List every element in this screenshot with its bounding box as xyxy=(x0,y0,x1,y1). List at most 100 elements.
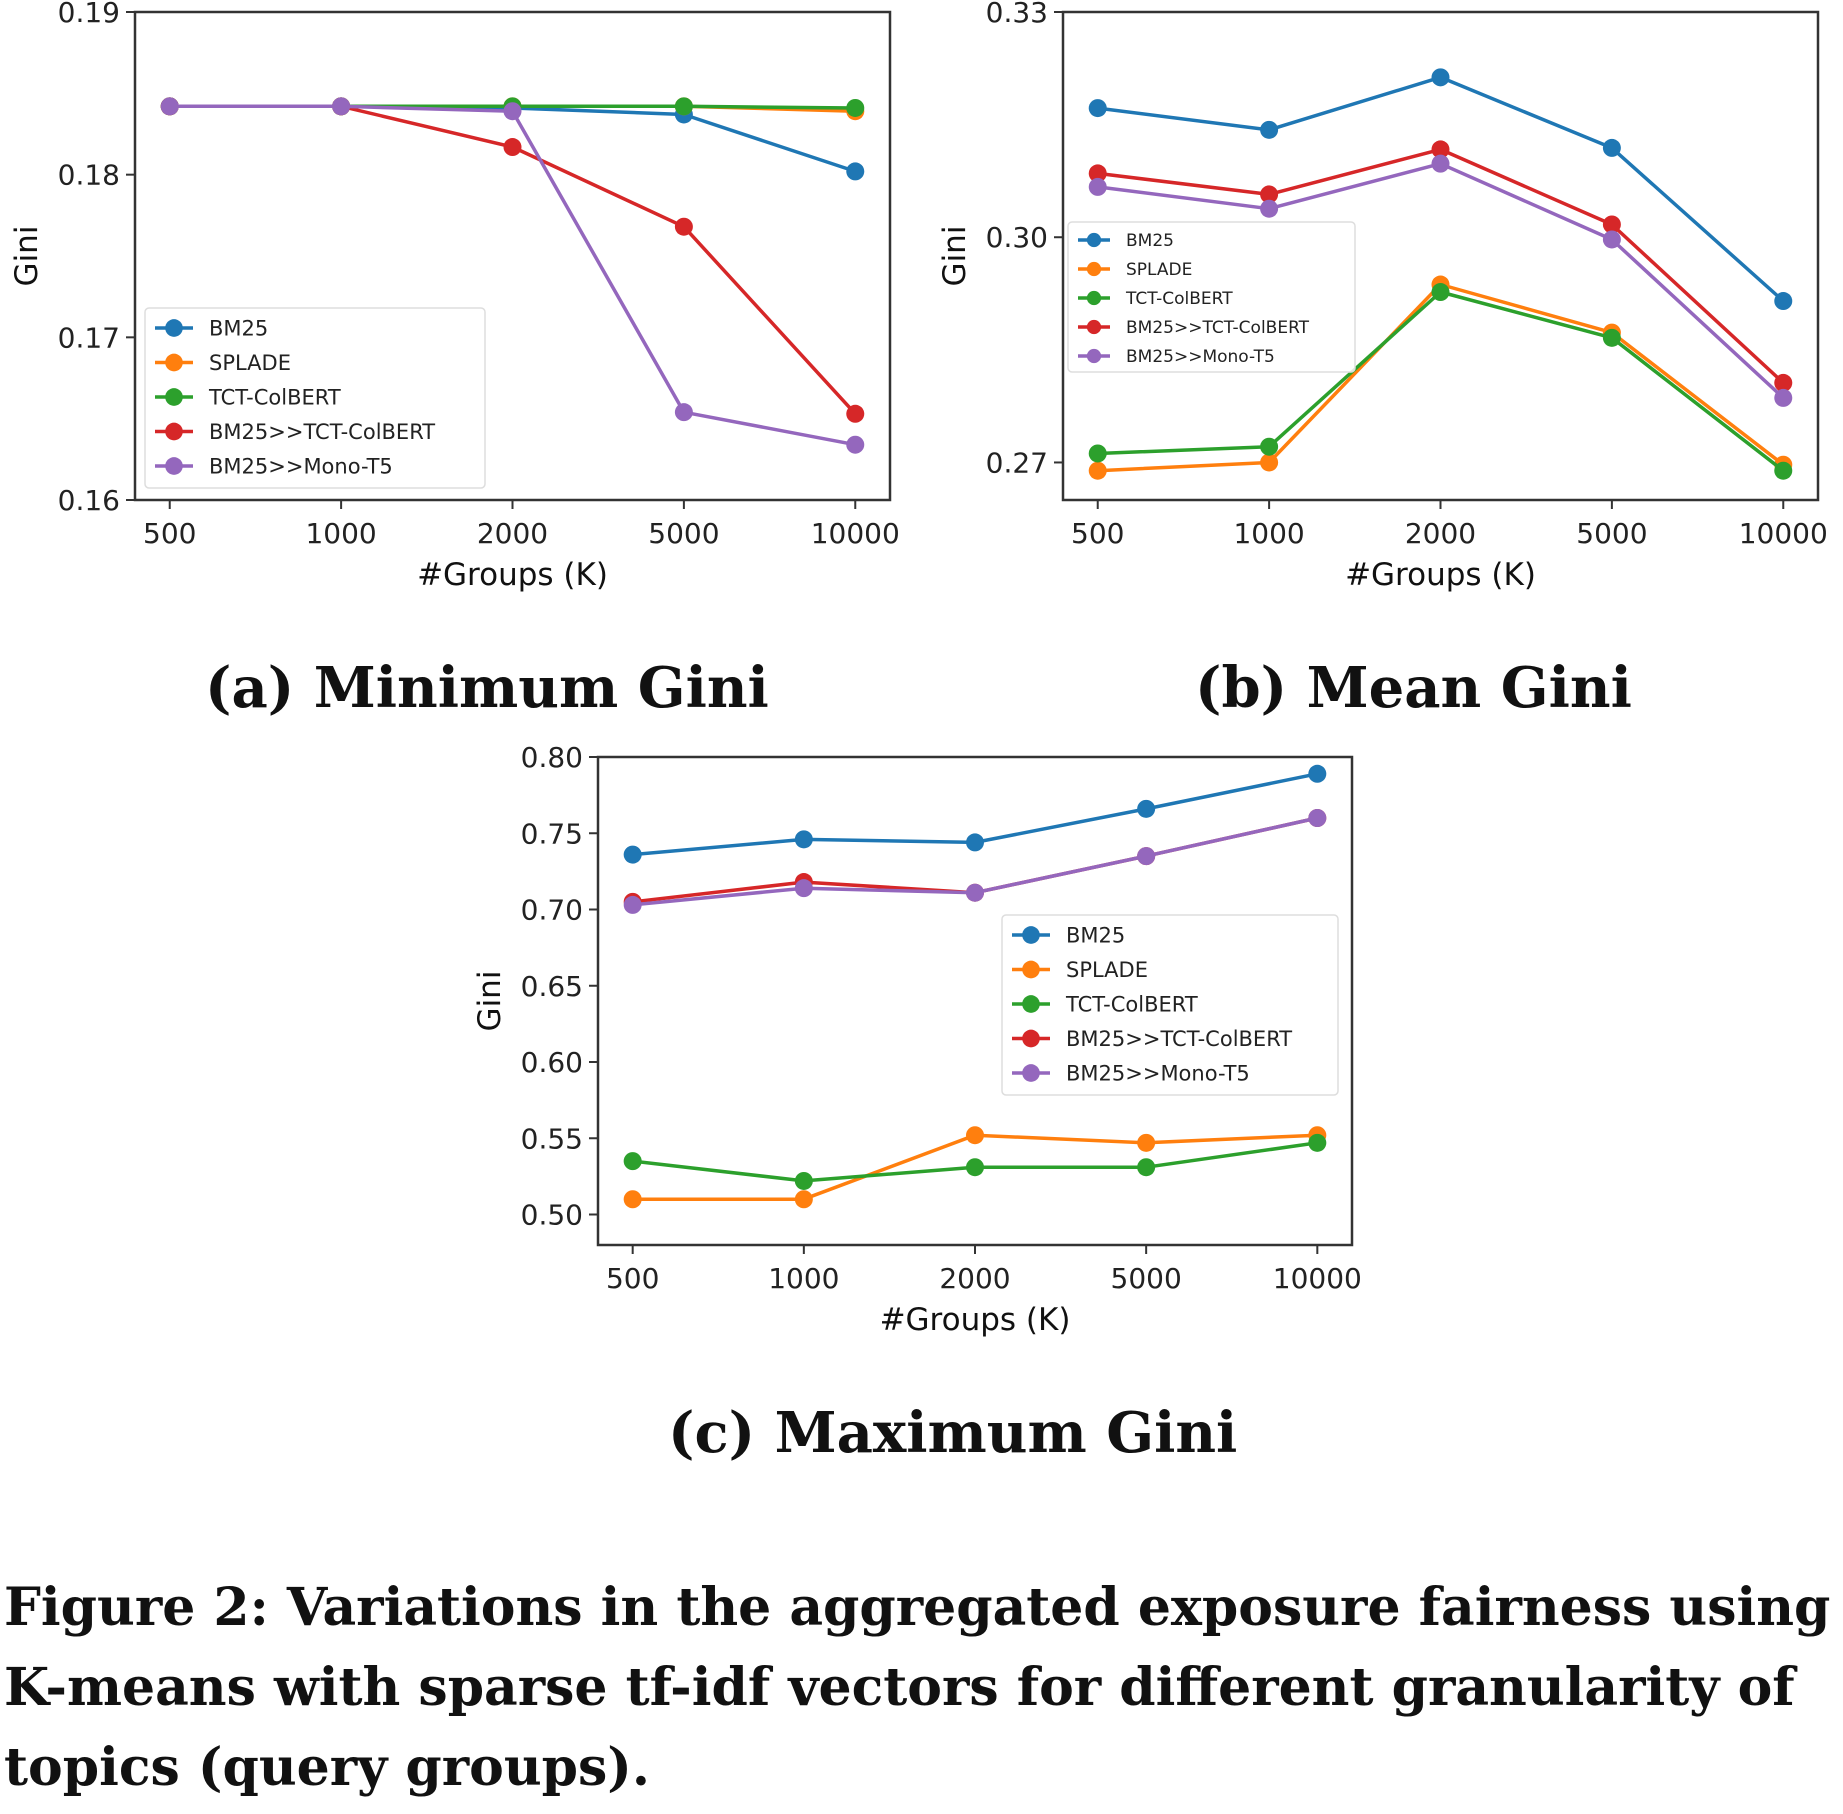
data-point xyxy=(794,879,813,898)
data-point xyxy=(332,97,351,116)
legend-box xyxy=(144,307,486,489)
data-point xyxy=(623,895,642,914)
data-point xyxy=(1431,140,1450,159)
legend-label: BM25>>TCT-ColBERT xyxy=(1066,1027,1292,1051)
x-axis-label: #Groups (K) xyxy=(880,1302,1071,1338)
data-point xyxy=(1088,444,1107,463)
data-point xyxy=(1137,1133,1156,1152)
y-tick-label: 0.30 xyxy=(986,221,1048,254)
data-point xyxy=(1774,461,1793,480)
data-point xyxy=(1260,199,1279,218)
legend-marker xyxy=(1022,995,1040,1013)
data-point xyxy=(503,102,522,121)
y-tick-label: 0.50 xyxy=(521,1199,583,1232)
legend-marker xyxy=(165,319,183,337)
legend-marker xyxy=(1086,261,1102,277)
x-tick-label: 2000 xyxy=(477,517,548,550)
data-point xyxy=(794,1171,813,1190)
data-point xyxy=(1260,453,1279,472)
legend-marker xyxy=(1086,232,1102,248)
data-point xyxy=(1260,437,1279,456)
legend-marker xyxy=(165,388,183,406)
x-tick-label: 2000 xyxy=(939,1262,1010,1295)
data-point xyxy=(1260,120,1279,139)
data-point xyxy=(503,138,522,157)
data-point xyxy=(674,217,693,236)
x-tick-label: 5000 xyxy=(1576,517,1647,550)
legend-marker xyxy=(1022,1064,1040,1082)
legend-marker xyxy=(1086,319,1102,335)
data-point xyxy=(1088,99,1107,118)
legend-marker xyxy=(1086,290,1102,306)
y-tick-label: 0.19 xyxy=(58,0,120,29)
legend-label: BM25>>Mono-T5 xyxy=(209,455,393,479)
legend-marker xyxy=(165,457,183,475)
y-axis-label: Gini xyxy=(9,226,45,287)
data-point xyxy=(794,1190,813,1209)
data-point xyxy=(1431,154,1450,173)
y-tick-label: 0.17 xyxy=(58,321,120,354)
y-tick-label: 0.75 xyxy=(521,817,583,850)
legend-label: BM25>>TCT-ColBERT xyxy=(209,420,435,444)
data-point xyxy=(1137,1158,1156,1177)
data-point xyxy=(1308,1133,1327,1152)
data-point xyxy=(846,162,865,181)
data-point xyxy=(623,845,642,864)
legend-label: SPLADE xyxy=(209,351,291,375)
x-tick-label: 1000 xyxy=(305,517,376,550)
x-tick-label: 500 xyxy=(1071,517,1124,550)
x-tick-label: 1000 xyxy=(768,1262,839,1295)
y-axis-label: Gini xyxy=(937,226,973,287)
y-tick-label: 0.27 xyxy=(986,446,1048,479)
y-tick-label: 0.65 xyxy=(521,970,583,1003)
x-tick-label: 1000 xyxy=(1233,517,1304,550)
x-tick-label: 10000 xyxy=(811,517,900,550)
legend-label: SPLADE xyxy=(1066,958,1148,982)
data-point xyxy=(846,435,865,454)
legend-label: SPLADE xyxy=(1126,260,1192,280)
data-point xyxy=(623,1190,642,1209)
x-tick-label: 10000 xyxy=(1739,517,1828,550)
legend-box xyxy=(1067,221,1356,373)
chart-mean-gini: 0.27 0.30 0.33 500 1000 2000 5000 10000 #Groups … xyxy=(937,0,1828,593)
subcaption-c: (c) Maximum Gini xyxy=(668,1400,1238,1466)
x-tick-label: 500 xyxy=(143,517,196,550)
chart-minimum-gini: 0.16 0.17 0.18 0.19 500 1000 2000 5000 10000 #Gro… xyxy=(9,0,900,593)
legend-label: TCT-ColBERT xyxy=(1125,289,1233,309)
data-point xyxy=(966,1126,984,1145)
legend-marker xyxy=(165,353,183,372)
legend-marker xyxy=(1022,1029,1040,1048)
data-point xyxy=(674,97,693,116)
data-point xyxy=(1137,847,1156,866)
legend-label: BM25 xyxy=(1066,924,1125,948)
legend-marker xyxy=(1022,926,1040,944)
data-point xyxy=(1774,292,1793,311)
legend-label: BM25 xyxy=(1126,231,1174,251)
data-point xyxy=(846,404,865,423)
chart-maximum-gini: 0.50 0.55 0.60 0.65 0.70 0.75 0.80 500 1000 2000 5… xyxy=(472,741,1362,1338)
y-axis-label: Gini xyxy=(472,971,508,1032)
legend-marker xyxy=(165,422,183,441)
data-point xyxy=(794,830,813,849)
data-point xyxy=(1774,388,1793,407)
legend-label: BM25>>TCT-ColBERT xyxy=(1126,318,1310,338)
x-tick-label: 10000 xyxy=(1273,1262,1362,1295)
x-tick-label: 2000 xyxy=(1405,517,1476,550)
data-point xyxy=(1260,185,1279,204)
legend-label: BM25>>Mono-T5 xyxy=(1126,347,1275,367)
data-point xyxy=(846,98,865,117)
data-point xyxy=(1602,215,1621,234)
data-point xyxy=(674,403,693,422)
legend-box xyxy=(1001,914,1339,1096)
data-point xyxy=(1602,328,1621,347)
data-point xyxy=(623,1152,642,1171)
subcaption-b: (b) Mean Gini xyxy=(1195,655,1632,721)
data-point xyxy=(1308,764,1327,783)
legend-label: BM25>>Mono-T5 xyxy=(1066,1062,1250,1086)
data-point xyxy=(1088,177,1107,196)
legend-label: TCT-ColBERT xyxy=(208,386,341,410)
y-tick-label: 0.70 xyxy=(521,894,583,927)
y-tick-label: 0.33 xyxy=(986,0,1048,29)
data-point xyxy=(1088,461,1107,480)
x-tick-label: 5000 xyxy=(1111,1262,1182,1295)
